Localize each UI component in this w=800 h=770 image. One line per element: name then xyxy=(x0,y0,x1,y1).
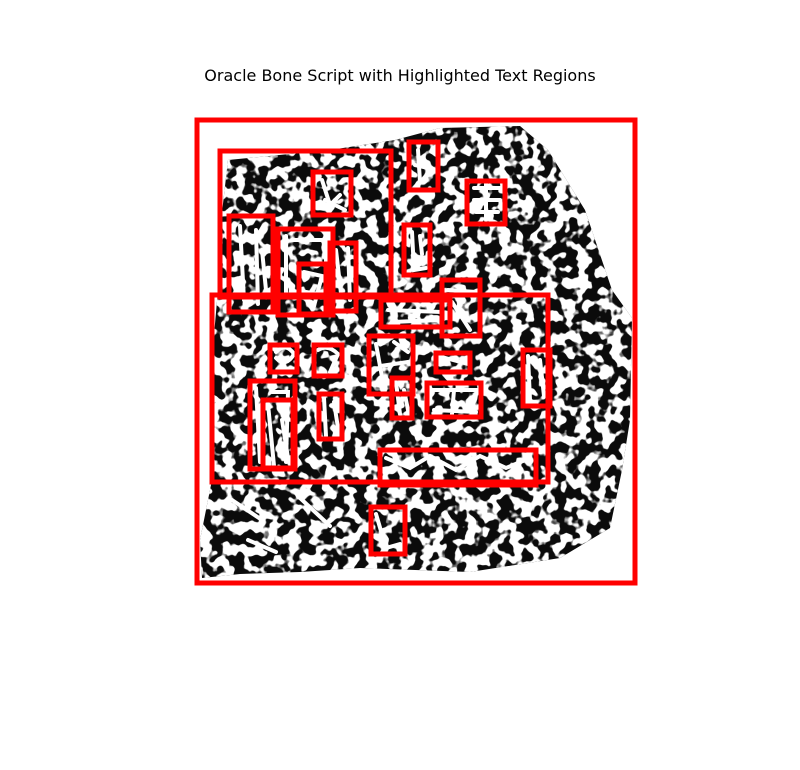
highlight-box xyxy=(296,261,329,317)
highlight-box xyxy=(401,222,433,278)
highlight-box xyxy=(520,347,553,409)
highlight-box xyxy=(406,139,441,193)
glyph-carvings xyxy=(230,148,546,554)
highlight-box xyxy=(389,375,415,421)
highlight-box xyxy=(377,447,539,488)
highlight-box xyxy=(327,240,359,314)
highlight-box xyxy=(194,117,638,586)
highlight-box xyxy=(439,277,483,339)
highlight-box xyxy=(267,342,300,375)
highlight-boxes xyxy=(194,117,638,586)
highlight-box xyxy=(316,391,345,442)
highlight-box xyxy=(378,297,453,330)
highlight-box xyxy=(226,213,276,315)
highlight-box xyxy=(464,178,508,227)
figure-title: Oracle Bone Script with Highlighted Text… xyxy=(204,66,596,85)
highlight-box xyxy=(260,397,296,471)
highlight-box xyxy=(311,342,345,379)
highlight-box xyxy=(310,169,354,218)
highlight-box xyxy=(433,350,473,375)
highlight-box xyxy=(424,380,484,420)
highlight-box xyxy=(368,504,408,557)
